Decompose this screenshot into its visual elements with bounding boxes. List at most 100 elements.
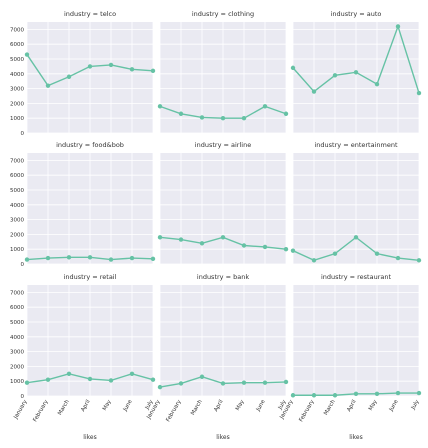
data-point xyxy=(66,74,72,79)
facet-panel: industry = telco 0 1000 2000 3000 4000 5000 600… xyxy=(10,10,156,137)
facet-panel: industry = entertainment xyxy=(290,141,422,265)
y-tick-label: 3000 xyxy=(10,350,24,356)
y-tick-label: 7000 xyxy=(10,27,24,33)
x-tick-label: July xyxy=(410,398,421,411)
panel-title: industry = auto xyxy=(331,10,382,18)
y-tick-label: 3000 xyxy=(10,87,24,93)
x-tick-label: February xyxy=(32,398,50,423)
x-tick-label: May xyxy=(368,398,379,411)
data-point xyxy=(241,380,247,385)
data-point xyxy=(24,52,30,57)
data-point xyxy=(395,390,401,396)
panel-title: industry = bank xyxy=(197,273,249,281)
y-tick-label: 4000 xyxy=(10,335,24,341)
data-point xyxy=(178,381,184,386)
facet-panel: industry = airline xyxy=(157,141,289,265)
data-point xyxy=(311,393,317,398)
x-tick-label: May xyxy=(235,398,246,411)
data-point xyxy=(178,237,184,242)
y-tick-label: 5000 xyxy=(10,188,24,194)
panel-title: industry = retail xyxy=(64,273,117,281)
data-point xyxy=(283,379,289,385)
x-axis-label: likes xyxy=(216,434,229,441)
data-point xyxy=(290,393,296,398)
data-point xyxy=(157,104,163,109)
x-axis-label: likes xyxy=(83,434,96,441)
data-point xyxy=(87,255,93,260)
x-tick-label: January xyxy=(13,398,29,421)
data-point xyxy=(45,83,51,88)
data-point xyxy=(416,90,422,96)
data-point xyxy=(290,65,296,71)
data-point xyxy=(66,255,72,260)
y-tick-label: 1000 xyxy=(10,116,24,122)
data-point xyxy=(150,68,156,74)
data-point xyxy=(87,64,93,69)
data-point xyxy=(66,371,72,376)
data-point xyxy=(157,384,163,390)
data-point xyxy=(374,391,380,396)
data-point xyxy=(374,251,380,256)
data-point xyxy=(332,251,338,256)
x-tick-label: July xyxy=(144,398,155,411)
panel-title: industry = entertainment xyxy=(315,141,398,149)
y-tick-label: 6000 xyxy=(10,42,24,48)
data-point xyxy=(108,62,114,68)
data-point xyxy=(199,241,205,246)
y-tick-label: 1000 xyxy=(10,247,24,253)
x-tick-label: February xyxy=(298,398,316,423)
x-tick-label: July xyxy=(277,398,288,411)
x-tick-label: April xyxy=(80,399,92,413)
y-tick-label: 7000 xyxy=(10,290,24,296)
y-tick-label: 5000 xyxy=(10,320,24,326)
x-tick-label: March xyxy=(190,399,204,417)
y-tick-label: 1000 xyxy=(10,379,24,385)
data-point xyxy=(241,116,247,121)
data-point xyxy=(241,243,247,248)
data-point xyxy=(150,377,156,382)
data-point xyxy=(24,257,30,262)
panel-title: industry = food&bob xyxy=(56,141,124,149)
data-point xyxy=(353,391,359,396)
data-point xyxy=(108,378,114,383)
data-point xyxy=(416,390,422,396)
data-point xyxy=(416,258,422,263)
data-point xyxy=(220,381,226,386)
data-point xyxy=(45,377,51,382)
data-point xyxy=(150,256,156,262)
facet-panel: industry = food&bob 0 1000 2000 3000 4000 5000… xyxy=(10,141,156,268)
y-tick-label: 0 xyxy=(21,394,25,400)
x-tick-label: April xyxy=(346,399,358,413)
y-tick-label: 0 xyxy=(21,262,25,268)
data-point xyxy=(395,255,401,261)
x-tick-label: June xyxy=(255,398,267,413)
y-tick-label: 6000 xyxy=(10,305,24,311)
x-tick-label: April xyxy=(213,399,225,413)
x-tick-label: March xyxy=(57,399,71,417)
data-point xyxy=(395,24,401,29)
y-tick-label: 4000 xyxy=(10,203,24,209)
data-point xyxy=(157,235,163,240)
y-tick-label: 4000 xyxy=(10,72,24,78)
data-point xyxy=(199,374,205,379)
data-point xyxy=(311,258,317,263)
facet-panel: industry = auto xyxy=(290,10,422,134)
x-tick-label: March xyxy=(323,399,337,417)
data-point xyxy=(178,111,184,116)
x-axis-label: likes xyxy=(349,434,362,441)
data-point xyxy=(262,380,268,385)
data-point xyxy=(374,81,380,87)
data-point xyxy=(262,244,268,250)
data-point xyxy=(353,235,359,240)
facet-panel: industry = retail 0 1000 2000 3000 4000 5000 60… xyxy=(10,273,156,441)
data-point xyxy=(24,380,30,385)
data-point xyxy=(332,73,338,78)
data-point xyxy=(283,111,289,116)
data-point xyxy=(290,248,296,253)
y-tick-label: 3000 xyxy=(10,218,24,224)
y-tick-label: 2000 xyxy=(10,232,24,238)
y-tick-label: 5000 xyxy=(10,57,24,63)
data-point xyxy=(108,257,114,262)
